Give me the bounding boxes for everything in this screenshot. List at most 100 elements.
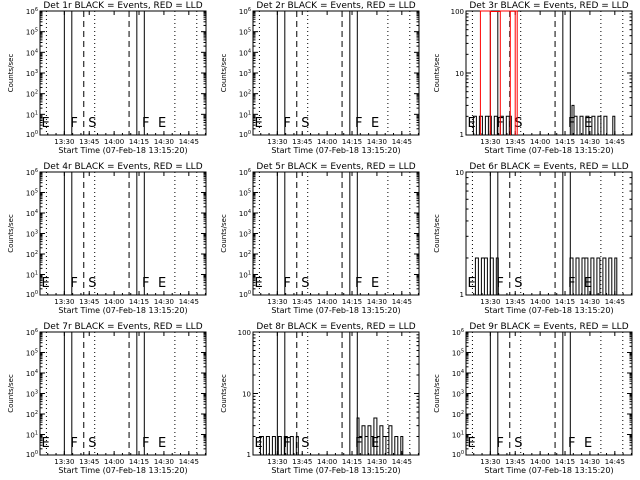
x-tick-label: 13:30 — [54, 298, 74, 306]
y-axis-label: Counts/sec — [7, 54, 15, 93]
y-axis-label: Counts/sec — [220, 54, 228, 93]
flag-letter: E — [584, 436, 592, 451]
flag-letter: E — [467, 436, 475, 451]
flag-letter: E — [254, 276, 262, 291]
y-tick-label: 101 — [452, 431, 464, 440]
data-series-trace — [257, 436, 299, 456]
panel-title: Det 1r BLACK = Events, RED = LLD — [43, 1, 202, 11]
data-series-trace — [479, 10, 518, 135]
y-tick-label: 103 — [452, 390, 464, 399]
flag-letter: F — [142, 116, 149, 131]
y-tick-label: 102 — [26, 250, 38, 259]
y-tick-label: 100 — [239, 130, 251, 139]
panel-title: Det 7r BLACK = Events, RED = LLD — [43, 322, 202, 332]
x-tick-label: 14:45 — [179, 298, 199, 306]
flag-letter: F — [70, 116, 77, 131]
y-tick-label: 103 — [26, 69, 38, 78]
flag-letter: S — [301, 276, 309, 291]
y-tick-label: 106 — [239, 7, 251, 16]
y-tick-label: 103 — [239, 69, 251, 78]
x-tick-label: 14:00 — [104, 298, 124, 306]
x-tick-label: 14:30 — [580, 458, 600, 466]
flag-letter: F — [355, 116, 362, 131]
x-tick-label: 13:30 — [480, 138, 500, 146]
x-tick-label: 14:30 — [580, 138, 600, 146]
x-tick-label: 13:45 — [79, 298, 99, 306]
x-tick-label: 14:30 — [367, 138, 387, 146]
x-axis-label: Start Time (07-Feb-18 13:15:20) — [484, 306, 613, 315]
x-tick-label: 14:45 — [392, 458, 412, 466]
x-axis-label: Start Time (07-Feb-18 13:15:20) — [484, 146, 613, 155]
flag-letter: F — [70, 276, 77, 291]
x-tick-label: 14:00 — [530, 138, 550, 146]
x-tick-label: 14:00 — [530, 458, 550, 466]
flag-letter: F — [496, 436, 503, 451]
plot-frame — [252, 10, 420, 136]
y-tick-label: 104 — [452, 369, 464, 378]
y-axis-label: Counts/sec — [433, 214, 441, 253]
y-tick-label: 105 — [26, 349, 38, 358]
flag-letter: F — [142, 436, 149, 451]
plot-frame — [39, 10, 207, 136]
flag-letter: E — [254, 116, 262, 131]
y-axis-label: Counts/sec — [433, 374, 441, 413]
plot-frame — [39, 171, 207, 296]
y-axis-label: Counts/sec — [220, 374, 228, 413]
flag-letter: E — [158, 436, 166, 451]
x-tick-label: 14:15 — [342, 138, 362, 146]
x-tick-label: 14:30 — [154, 458, 174, 466]
flag-letter: F — [142, 276, 149, 291]
y-tick-label: 105 — [26, 189, 38, 198]
flag-letter: S — [301, 116, 309, 131]
y-tick-label: 102 — [239, 250, 251, 259]
panel-title: Det 6r BLACK = Events, RED = LLD — [469, 162, 628, 172]
flag-letter: E — [467, 276, 475, 291]
y-tick-label: 101 — [239, 271, 251, 280]
y-tick-label: 104 — [239, 48, 251, 57]
flag-letter: S — [88, 276, 96, 291]
y-axis-label: Counts/sec — [7, 214, 15, 253]
y-tick-label: 104 — [26, 369, 38, 378]
x-tick-label: 13:30 — [267, 458, 287, 466]
x-tick-label: 13:45 — [79, 458, 99, 466]
x-tick-label: 14:45 — [605, 458, 625, 466]
flag-letter: E — [158, 276, 166, 291]
flag-letter: E — [41, 116, 49, 131]
y-tick-label: 104 — [239, 209, 251, 218]
flag-letter: S — [514, 436, 522, 451]
x-tick-label: 14:30 — [580, 298, 600, 306]
x-tick-label: 13:45 — [505, 458, 525, 466]
x-tick-label: 13:45 — [79, 138, 99, 146]
y-tick-label: 10 — [455, 169, 464, 177]
x-tick-label: 13:30 — [480, 458, 500, 466]
x-tick-label: 13:30 — [267, 298, 287, 306]
panel-title: Det 4r BLACK = Events, RED = LLD — [43, 162, 202, 172]
flag-letter: S — [514, 116, 522, 131]
flag-letter: E — [584, 116, 592, 131]
y-tick-label: 104 — [26, 209, 38, 218]
x-tick-label: 13:30 — [480, 298, 500, 306]
x-tick-label: 13:30 — [267, 138, 287, 146]
x-tick-label: 14:15 — [342, 458, 362, 466]
x-axis-label: Start Time (07-Feb-18 13:15:20) — [271, 306, 400, 315]
x-tick-label: 14:15 — [555, 298, 575, 306]
panel-title: Det 9r BLACK = Events, RED = LLD — [469, 322, 628, 332]
y-tick-label: 106 — [26, 7, 38, 16]
x-tick-label: 13:45 — [292, 138, 312, 146]
flag-letter: F — [283, 276, 290, 291]
y-tick-label: 102 — [26, 410, 38, 419]
y-tick-label: 104 — [26, 48, 38, 57]
y-tick-label: 1 — [247, 451, 251, 459]
y-tick-label: 102 — [26, 90, 38, 99]
x-tick-label: 14:45 — [392, 298, 412, 306]
y-tick-label: 103 — [239, 230, 251, 239]
x-tick-label: 14:30 — [367, 298, 387, 306]
y-axis-label: Counts/sec — [433, 54, 441, 93]
flag-letter: E — [371, 116, 379, 131]
x-tick-label: 14:15 — [555, 138, 575, 146]
x-tick-label: 14:15 — [342, 298, 362, 306]
